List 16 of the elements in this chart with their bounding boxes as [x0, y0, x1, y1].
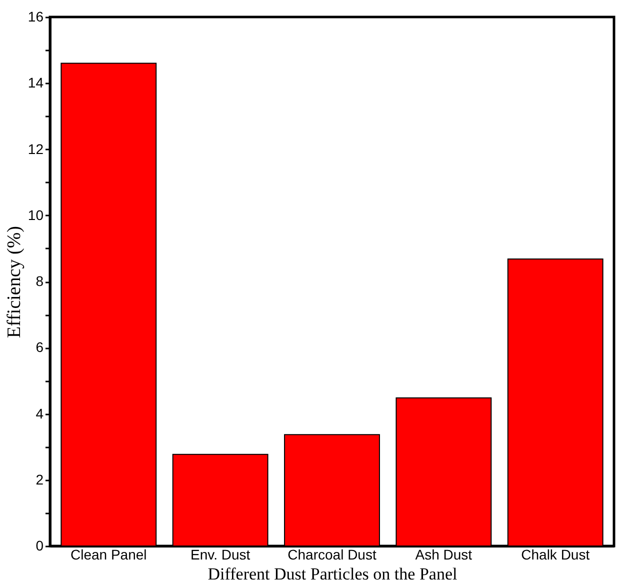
y-tick-label: 16: [28, 8, 44, 24]
x-tick-label: Ash Dust: [415, 546, 472, 562]
y-tick-label: 2: [36, 471, 44, 488]
x-tick-label: Env. Dust: [190, 546, 250, 562]
y-tick-label: 14: [28, 74, 44, 91]
x-axis-title: Different Dust Particles on the Panel: [208, 564, 458, 584]
y-axis-title: Efficiency (%): [4, 226, 25, 338]
y-tick-label: 12: [28, 140, 44, 157]
x-tick-label: Clean Panel: [70, 546, 147, 562]
y-tick-label: 8: [36, 273, 44, 289]
y-tick-label: 10: [28, 206, 44, 223]
x-tick-label: Charcoal Dust: [288, 546, 376, 562]
y-tick-label: 6: [36, 339, 44, 356]
x-tick-label: Chalk Dust: [521, 546, 590, 562]
y-tick-label: 4: [36, 405, 44, 422]
y-tick-label: 0: [36, 538, 44, 554]
